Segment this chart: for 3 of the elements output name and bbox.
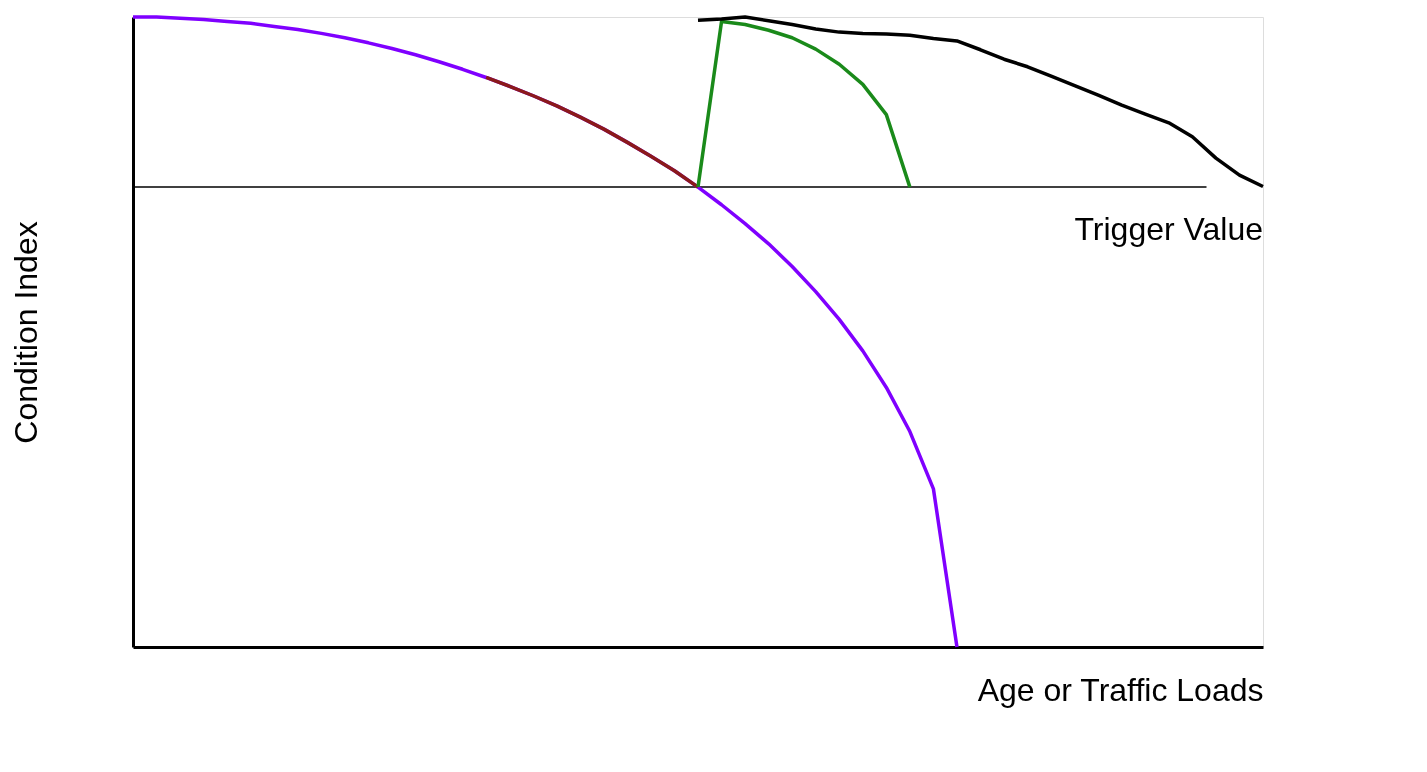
ref-line-label: Trigger Value [1074,211,1263,248]
y-axis-title: Condition Index [7,221,44,444]
x-axis-title: Age or Traffic Loads [977,671,1264,708]
